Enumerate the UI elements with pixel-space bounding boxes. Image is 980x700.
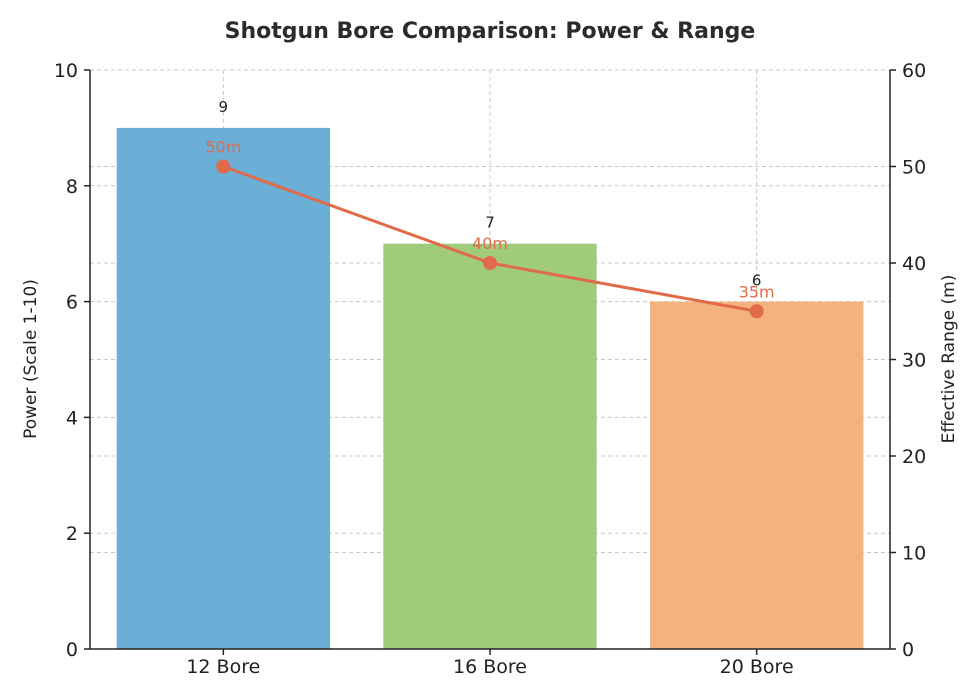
y-axis-label-left: Power (Scale 1-10) [21, 279, 41, 439]
bar [650, 301, 864, 649]
range-point [216, 159, 231, 174]
range-point [483, 256, 497, 270]
range-value-label: 40m [472, 234, 508, 253]
y-tick-label-right: 40 [902, 253, 926, 275]
chart-title: Shotgun Bore Comparison: Power & Range [225, 19, 756, 44]
x-tick-label: 12 Bore [186, 656, 260, 678]
bar-value-label: 7 [485, 214, 495, 232]
x-tick-label: 16 Bore [453, 656, 527, 678]
y-tick-label-right: 50 [902, 157, 926, 179]
y-tick-label-left: 6 [66, 292, 78, 314]
range-value-label: 35m [739, 282, 775, 301]
y-tick-label-left: 2 [66, 523, 78, 545]
y-tick-label-left: 0 [66, 639, 78, 661]
range-point [749, 304, 764, 319]
y-tick-label-left: 10 [54, 60, 78, 82]
bars [116, 127, 864, 649]
bar [383, 243, 597, 649]
y-tick-label-left: 4 [66, 407, 78, 429]
bar [116, 127, 331, 649]
y-tick-label-right: 0 [902, 639, 914, 661]
y-tick-label-right: 60 [902, 60, 926, 82]
y-tick-label-right: 30 [902, 350, 926, 372]
bar-value-label: 6 [752, 272, 762, 290]
y-tick-label-left: 8 [66, 176, 78, 198]
range-value-label: 50m [205, 138, 241, 157]
bar-value-label: 9 [219, 98, 229, 116]
x-tick-label: 20 Bore [720, 656, 794, 678]
axes: 0 2 4 6 8 10 0 10 20 30 40 50 60 12 Bore 16 Bore 20 Bor… [54, 60, 926, 678]
y-tick-label-right: 10 [902, 543, 926, 565]
range-line [216, 159, 764, 319]
y-tick-label-right: 20 [902, 446, 926, 468]
data-labels: 9 7 6 50m 40m 35m [205, 98, 774, 301]
y-axis-label-right: Effective Range (m) [939, 275, 959, 444]
